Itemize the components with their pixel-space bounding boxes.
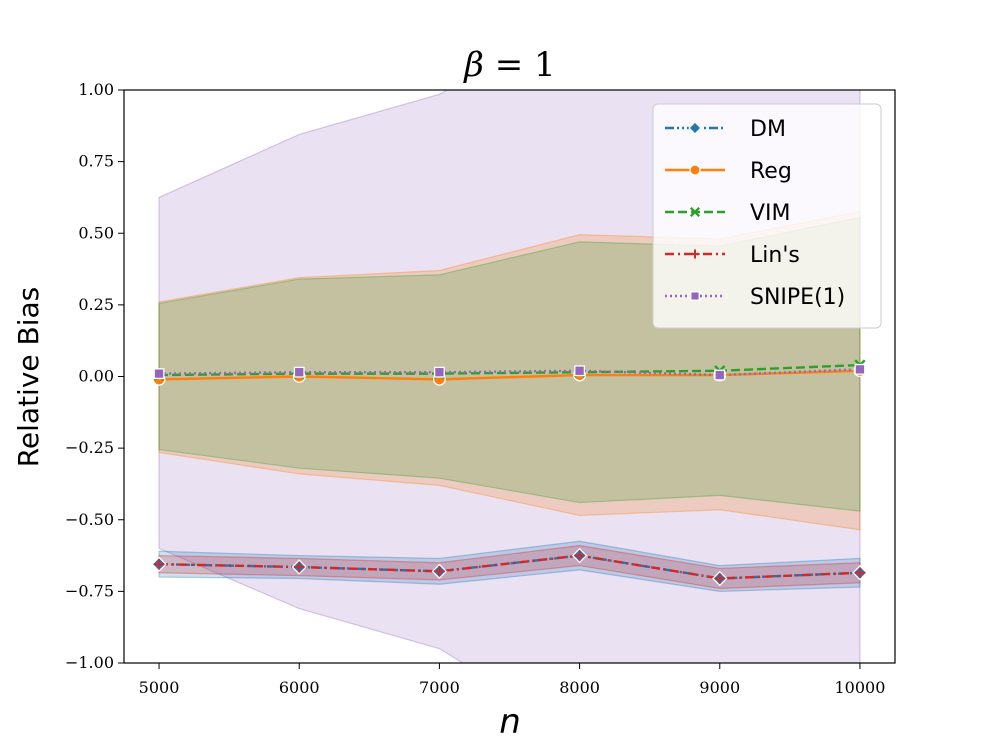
band-lin-s: [158, 544, 861, 590]
legend-label-reg: Reg: [750, 159, 792, 184]
legend: DM Reg VIM Lin's SNIPE(1): [652, 103, 882, 329]
point-lin-s-5000: [153, 558, 165, 570]
point-lin-s-10000: [854, 567, 866, 578]
point-lin-s-6000: [294, 561, 305, 573]
legend-label-dm: DM: [750, 117, 786, 142]
x-tick-label-8000: 8000: [559, 678, 600, 697]
legend-label-lin-s: Lin's: [750, 243, 800, 268]
legend-marker-vim: [689, 206, 701, 218]
y-axis-label: Relative Bias: [12, 287, 45, 468]
x-tick-label-9000: 9000: [699, 678, 740, 697]
point-lin-s-8000: [574, 550, 585, 561]
point-snipe-1-8000: [574, 365, 586, 377]
y-axis-ticks: −1.00 −0.75 −0.50 −0.25 0.00 0.25 0.50 0.75 1.00: [65, 80, 124, 672]
title-symbol: β: [462, 45, 484, 85]
y-tick-label-3: −0.25: [65, 438, 114, 457]
legend-marker-dm: [688, 121, 702, 135]
legend-item-reg: Reg: [665, 159, 792, 184]
y-tick-label-1: −0.75: [65, 581, 114, 600]
x-tick-label-6000: 6000: [279, 678, 320, 697]
legend-item-snipe-1: SNIPE(1): [665, 285, 845, 310]
legend-marker-reg: [689, 164, 701, 176]
legend-item-lin-s: Lin's: [665, 243, 800, 268]
y-tick-label-6: 0.50: [78, 223, 114, 242]
band-dm: [158, 540, 861, 592]
y-tick-label-5: 0.25: [78, 295, 114, 314]
point-snipe-1-6000: [293, 366, 305, 378]
x-axis-ticks: 5000 6000 7000 8000 9000 10000: [139, 663, 886, 697]
point-snipe-1-9000: [714, 369, 726, 381]
point-snipe-1-7000: [433, 366, 445, 378]
y-tick-label-0: −1.00: [65, 653, 114, 672]
legend-box: [652, 103, 882, 329]
x-axis-label: n: [499, 702, 521, 742]
legend-marker-snipe-1: [690, 291, 700, 301]
series-lines: [159, 363, 861, 580]
point-snipe-1-5000: [153, 368, 165, 380]
point-lin-s-9000: [714, 573, 725, 584]
chart-title: β = 1: [462, 45, 555, 85]
line-snipe-1: [159, 368, 861, 377]
series-markers: [151, 359, 868, 587]
point-lin-s-7000: [434, 566, 445, 577]
line-lin-s: [159, 554, 861, 580]
x-tick-label-10000: 10000: [835, 678, 886, 697]
legend-label-vim: VIM: [750, 201, 791, 226]
legend-item-vim: VIM: [665, 201, 791, 226]
legend-label-snipe-1: SNIPE(1): [750, 285, 845, 310]
x-tick-label-5000: 5000: [139, 678, 180, 697]
legend-marker-lin-s: [690, 249, 700, 259]
x-tick-label-7000: 7000: [419, 678, 460, 697]
legend-item-dm: DM: [665, 117, 786, 142]
title-rest: = 1: [484, 45, 556, 85]
y-tick-label-8: 1.00: [78, 80, 114, 99]
y-tick-label-4: 0.00: [78, 367, 114, 386]
y-tick-label-7: 0.75: [78, 152, 114, 171]
y-tick-label-2: −0.50: [65, 510, 114, 529]
line-reg: [159, 369, 860, 381]
point-snipe-1-10000: [854, 363, 866, 375]
